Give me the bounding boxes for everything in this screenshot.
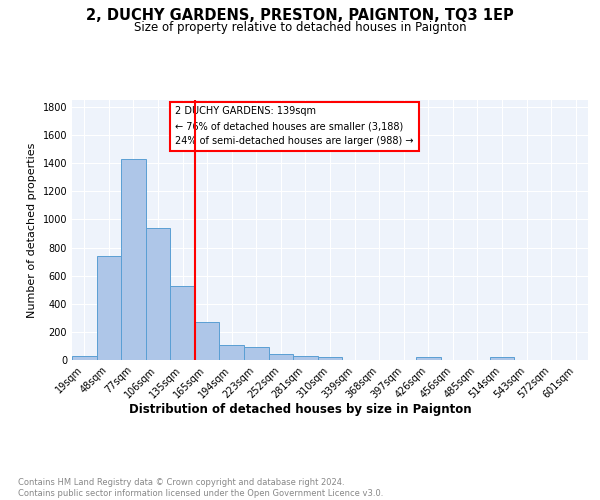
Bar (269, 354, 293, 360)
Text: Distribution of detached houses by size in Paignton: Distribution of detached houses by size … (128, 402, 472, 415)
Bar (121, 159, 146, 360)
Text: 2, DUCHY GARDENS, PRESTON, PAIGNTON, TQ3 1EP: 2, DUCHY GARDENS, PRESTON, PAIGNTON, TQ3… (86, 8, 514, 22)
Text: Contains HM Land Registry data © Crown copyright and database right 2024.
Contai: Contains HM Land Registry data © Crown c… (18, 478, 383, 498)
Bar (195, 322, 220, 360)
Text: Size of property relative to detached houses in Paignton: Size of property relative to detached ho… (134, 21, 466, 34)
Bar (293, 356, 318, 360)
Bar (146, 228, 170, 360)
Bar (318, 358, 342, 360)
Bar (244, 346, 269, 360)
Bar (97, 256, 121, 360)
Bar (170, 286, 195, 360)
Bar (220, 344, 244, 360)
Bar (416, 358, 440, 360)
Y-axis label: Number of detached properties: Number of detached properties (27, 142, 37, 318)
Bar (490, 358, 514, 360)
Text: 2 DUCHY GARDENS: 139sqm
← 76% of detached houses are smaller (3,188)
24% of semi: 2 DUCHY GARDENS: 139sqm ← 76% of detache… (175, 106, 414, 146)
Bar (72, 356, 97, 360)
